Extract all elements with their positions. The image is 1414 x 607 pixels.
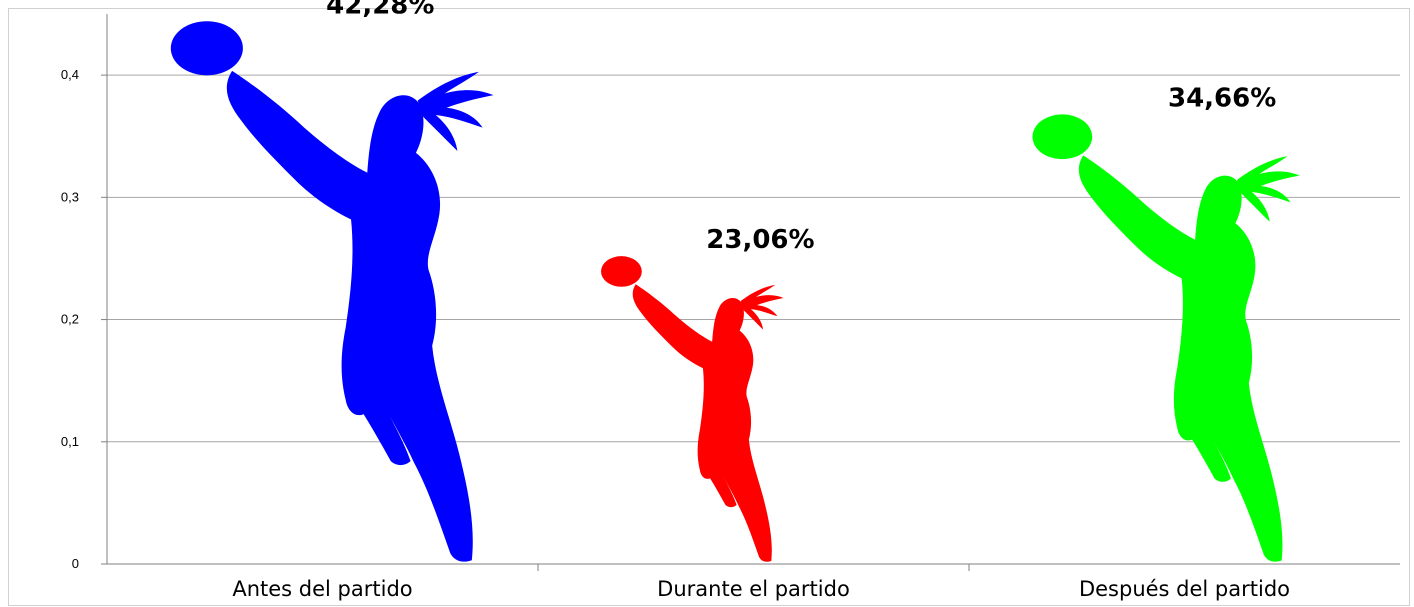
data-label: 34,66% <box>1168 83 1276 113</box>
data-label: 23,06% <box>706 225 814 255</box>
y-tick-label: 0,3 <box>61 189 79 204</box>
player-body <box>1078 155 1283 562</box>
y-tick-label: 0 <box>72 556 79 571</box>
category-label: Durante el partido <box>657 577 850 601</box>
ball-shape <box>170 21 243 76</box>
ball-shape <box>601 256 642 287</box>
labels: 0 0,1 0,2 0,3 0,4 42,28% Antes del partido 23,0… <box>61 0 1290 601</box>
bar-silhouette <box>1032 114 1300 562</box>
bar-silhouette <box>601 256 784 562</box>
y-tick-label: 0,4 <box>61 67 79 82</box>
data-label: 42,28% <box>326 0 434 20</box>
player-body <box>632 284 772 562</box>
axes <box>101 14 1400 571</box>
ball-shape <box>1032 114 1093 160</box>
chart-frame <box>8 8 1410 606</box>
player-body <box>226 70 473 562</box>
y-tick-label: 0,2 <box>61 312 79 327</box>
bars <box>170 21 1300 562</box>
y-tick-label: 0,1 <box>61 434 79 449</box>
category-label: Después del partido <box>1079 577 1290 601</box>
player-hair <box>417 71 494 152</box>
category-label: Antes del partido <box>232 577 412 601</box>
player-hair <box>740 284 784 330</box>
bar-silhouette <box>170 21 494 562</box>
player-hair <box>1236 156 1300 222</box>
